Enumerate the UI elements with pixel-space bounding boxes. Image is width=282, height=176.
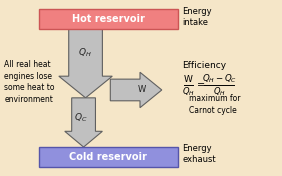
- Polygon shape: [59, 28, 112, 98]
- Text: =: =: [197, 80, 206, 90]
- Text: All real heat
engines lose
some heat to
environment: All real heat engines lose some heat to …: [4, 60, 55, 104]
- FancyBboxPatch shape: [39, 147, 178, 167]
- Polygon shape: [65, 98, 102, 147]
- Text: Energy
exhaust: Energy exhaust: [182, 144, 216, 164]
- FancyBboxPatch shape: [39, 9, 178, 29]
- Text: Energy
intake: Energy intake: [182, 7, 212, 27]
- Text: $Q_H$: $Q_H$: [78, 46, 91, 59]
- Polygon shape: [110, 72, 162, 108]
- Text: $Q_H - Q_C$: $Q_H - Q_C$: [202, 73, 237, 85]
- Text: W: W: [184, 75, 193, 84]
- Text: $Q_H$: $Q_H$: [182, 86, 195, 98]
- Text: $Q_H$: $Q_H$: [213, 86, 226, 98]
- Text: maximum for
Carnot cycle: maximum for Carnot cycle: [189, 94, 240, 115]
- Text: W: W: [138, 86, 146, 95]
- Text: $Q_C$: $Q_C$: [74, 111, 87, 124]
- Text: Efficiency: Efficiency: [182, 61, 227, 70]
- Text: Cold reservoir: Cold reservoir: [69, 152, 147, 162]
- Text: Hot reservoir: Hot reservoir: [72, 14, 145, 24]
